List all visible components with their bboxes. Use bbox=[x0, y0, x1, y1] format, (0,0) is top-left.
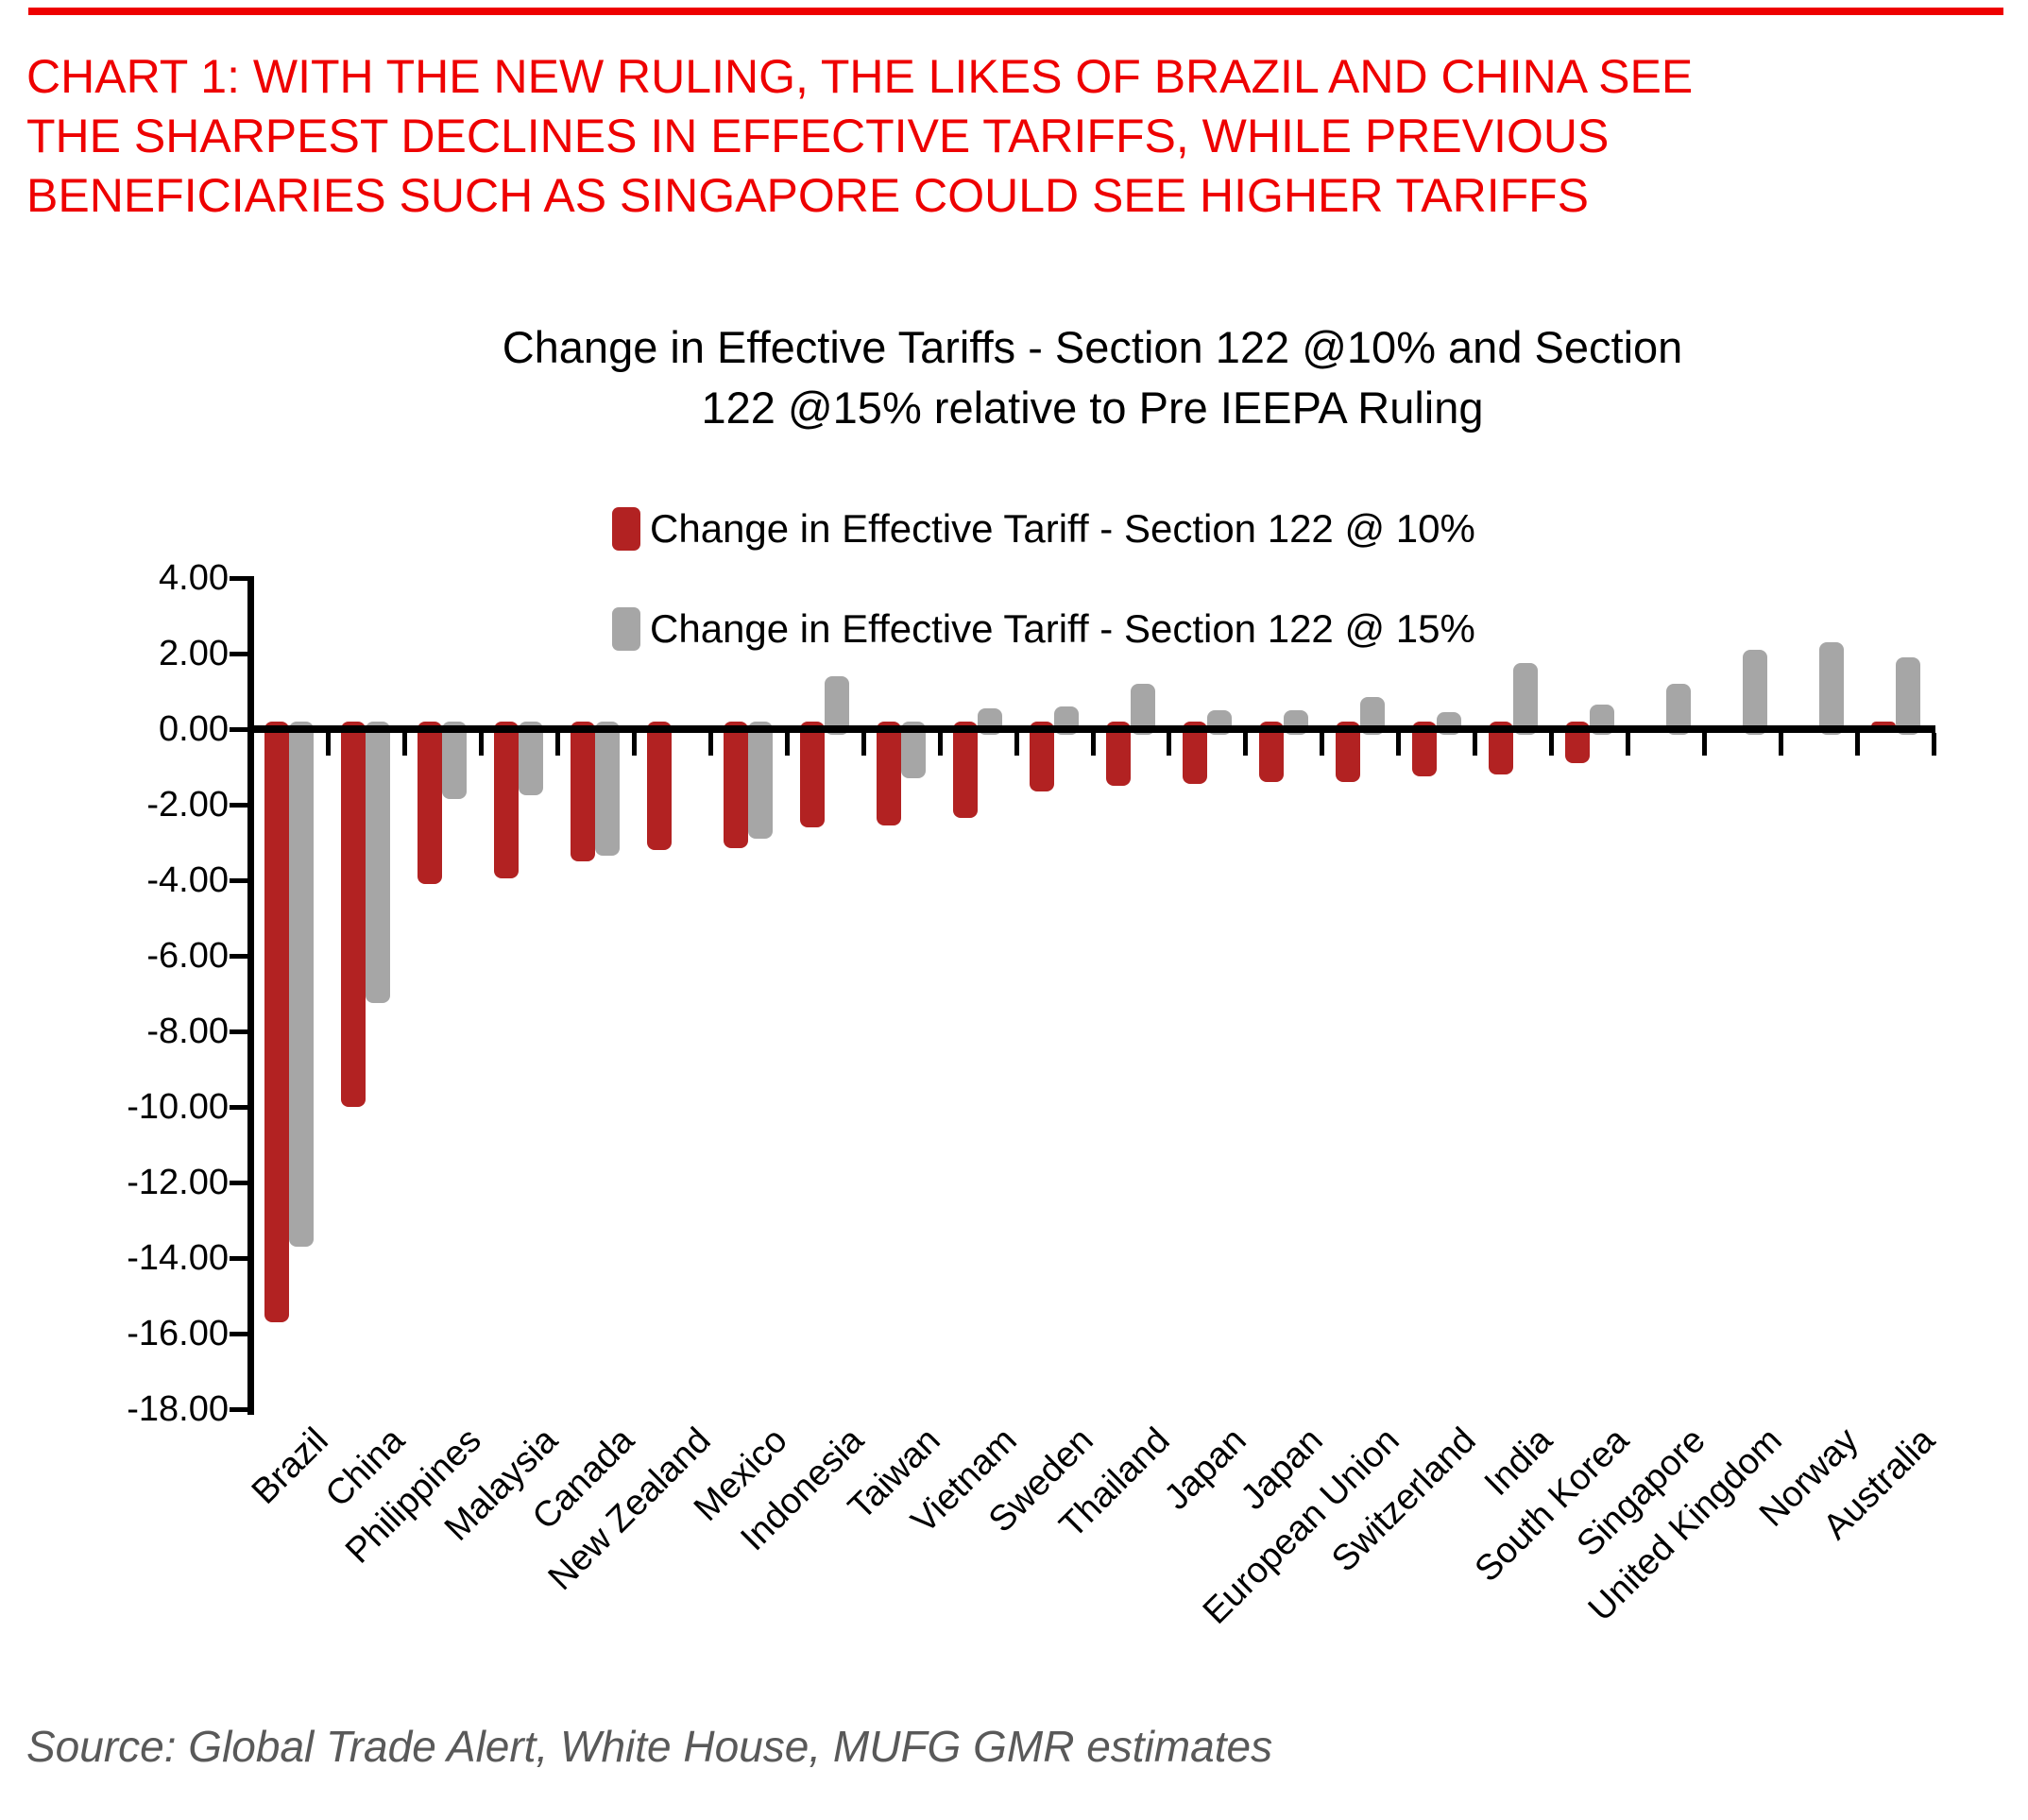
y-axis-tick-label: -10.00 bbox=[127, 1087, 229, 1127]
bar-15pct-philippines bbox=[442, 722, 468, 799]
x-axis-tick bbox=[784, 733, 790, 756]
x-axis-tick bbox=[707, 733, 713, 756]
x-axis-tick bbox=[861, 733, 866, 756]
legend-swatch-gray-icon bbox=[612, 607, 640, 651]
page-title-line-3: BENEFICIARIES SUCH AS SINGAPORE COULD SE… bbox=[26, 169, 1590, 222]
y-axis-tick bbox=[230, 1332, 251, 1336]
x-axis-tick bbox=[401, 733, 407, 756]
y-axis-tick-label: 2.00 bbox=[159, 634, 229, 673]
x-axis-tick bbox=[1243, 733, 1249, 756]
bar-15pct-canada bbox=[595, 722, 621, 856]
y-axis-tick-label: -8.00 bbox=[146, 1012, 229, 1051]
x-axis-tick bbox=[1320, 733, 1325, 756]
x-axis-tick bbox=[1549, 733, 1555, 756]
y-axis-tick-label: -12.00 bbox=[127, 1163, 229, 1202]
bar-10pct-vietnam bbox=[953, 722, 979, 818]
bar-10pct-brazil bbox=[264, 722, 290, 1322]
bar-10pct-malaysia bbox=[494, 722, 520, 878]
bar-15pct-china bbox=[366, 722, 391, 1003]
y-axis-tick bbox=[230, 1181, 251, 1185]
y-axis-tick-label: -14.00 bbox=[127, 1238, 229, 1278]
legend-label-10pct: Change in Effective Tariff - Section 122… bbox=[650, 506, 1475, 551]
y-axis-tick-label: -16.00 bbox=[127, 1314, 229, 1353]
x-axis-tick bbox=[1932, 733, 1936, 756]
page-title: CHART 1: WITH THE NEW RULING, THE LIKES … bbox=[26, 47, 1991, 226]
y-axis-tick-label: 0.00 bbox=[159, 709, 229, 749]
x-axis-line bbox=[247, 725, 1935, 733]
x-axis-tick bbox=[1167, 733, 1172, 756]
bar-15pct-united-kingdom bbox=[1742, 650, 1767, 735]
bar-10pct-canada bbox=[571, 722, 596, 861]
y-axis-tick bbox=[230, 1407, 251, 1412]
bar-15pct-brazil bbox=[289, 722, 315, 1247]
x-axis-tick bbox=[478, 733, 484, 756]
y-axis-tick-label: -2.00 bbox=[146, 785, 229, 825]
legend-swatch-red-icon bbox=[612, 507, 640, 551]
bar-10pct-mexico bbox=[724, 722, 749, 848]
x-axis-tick bbox=[249, 733, 254, 756]
bar-10pct-china bbox=[341, 722, 366, 1107]
bar-15pct-norway bbox=[1818, 642, 1844, 735]
y-axis-tick bbox=[230, 803, 251, 808]
bar-10pct-sweden bbox=[1030, 722, 1055, 791]
source-note: Source: Global Trade Alert, White House,… bbox=[26, 1722, 1273, 1771]
chart-title-line-1: Change in Effective Tariffs - Section 12… bbox=[502, 322, 1683, 372]
x-axis-tick bbox=[1779, 733, 1784, 756]
chart-title-line-2: 122 @15% relative to Pre IEEPA Ruling bbox=[701, 383, 1484, 433]
y-axis-tick bbox=[230, 652, 251, 656]
bar-15pct-indonesia bbox=[825, 676, 850, 735]
x-axis-tick bbox=[1702, 733, 1708, 756]
bar-15pct-malaysia bbox=[519, 722, 544, 795]
y-axis-tick bbox=[230, 1105, 251, 1110]
top-rule bbox=[28, 8, 2003, 15]
y-axis-tick-label: 4.00 bbox=[159, 558, 229, 598]
y-axis-tick-label: -4.00 bbox=[146, 860, 229, 900]
x-axis-tick bbox=[325, 733, 331, 756]
bar-10pct-taiwan bbox=[877, 722, 902, 825]
chart-title: Change in Effective Tariffs - Section 12… bbox=[251, 317, 1934, 438]
x-axis-tick bbox=[554, 733, 560, 756]
y-axis-tick-label: -6.00 bbox=[146, 936, 229, 976]
bar-10pct-new-zealand bbox=[647, 722, 673, 850]
y-axis-tick bbox=[230, 1029, 251, 1034]
y-axis-tick bbox=[230, 954, 251, 959]
x-axis-tick bbox=[1014, 733, 1019, 756]
x-axis-tick bbox=[1396, 733, 1402, 756]
x-axis-tick bbox=[1473, 733, 1478, 756]
y-axis-line bbox=[247, 576, 254, 1415]
legend-item-section122-15pct: Change in Effective Tariff - Section 122… bbox=[612, 606, 1475, 652]
x-axis-tick bbox=[1090, 733, 1096, 756]
x-axis-tick bbox=[937, 733, 943, 756]
page-title-line-2: THE SHARPEST DECLINES IN EFFECTIVE TARIF… bbox=[26, 110, 1610, 162]
legend-label-15pct: Change in Effective Tariff - Section 122… bbox=[650, 606, 1475, 651]
y-axis-tick bbox=[230, 727, 251, 732]
x-axis-tick bbox=[1626, 733, 1631, 756]
x-axis-tick bbox=[1855, 733, 1861, 756]
y-axis-tick bbox=[230, 1256, 251, 1261]
y-axis-tick-label: -18.00 bbox=[127, 1389, 229, 1429]
x-axis-tick bbox=[631, 733, 637, 756]
y-axis-tick bbox=[230, 878, 251, 883]
page-title-line-1: CHART 1: WITH THE NEW RULING, THE LIKES … bbox=[26, 50, 1694, 103]
legend-item-section122-10pct: Change in Effective Tariff - Section 122… bbox=[612, 506, 1475, 552]
bar-10pct-indonesia bbox=[800, 722, 826, 827]
bar-10pct-philippines bbox=[418, 722, 443, 884]
bar-15pct-australia bbox=[1895, 657, 1920, 735]
y-axis-tick bbox=[230, 576, 251, 581]
bar-15pct-india bbox=[1512, 663, 1538, 735]
bar-15pct-mexico bbox=[748, 722, 774, 839]
